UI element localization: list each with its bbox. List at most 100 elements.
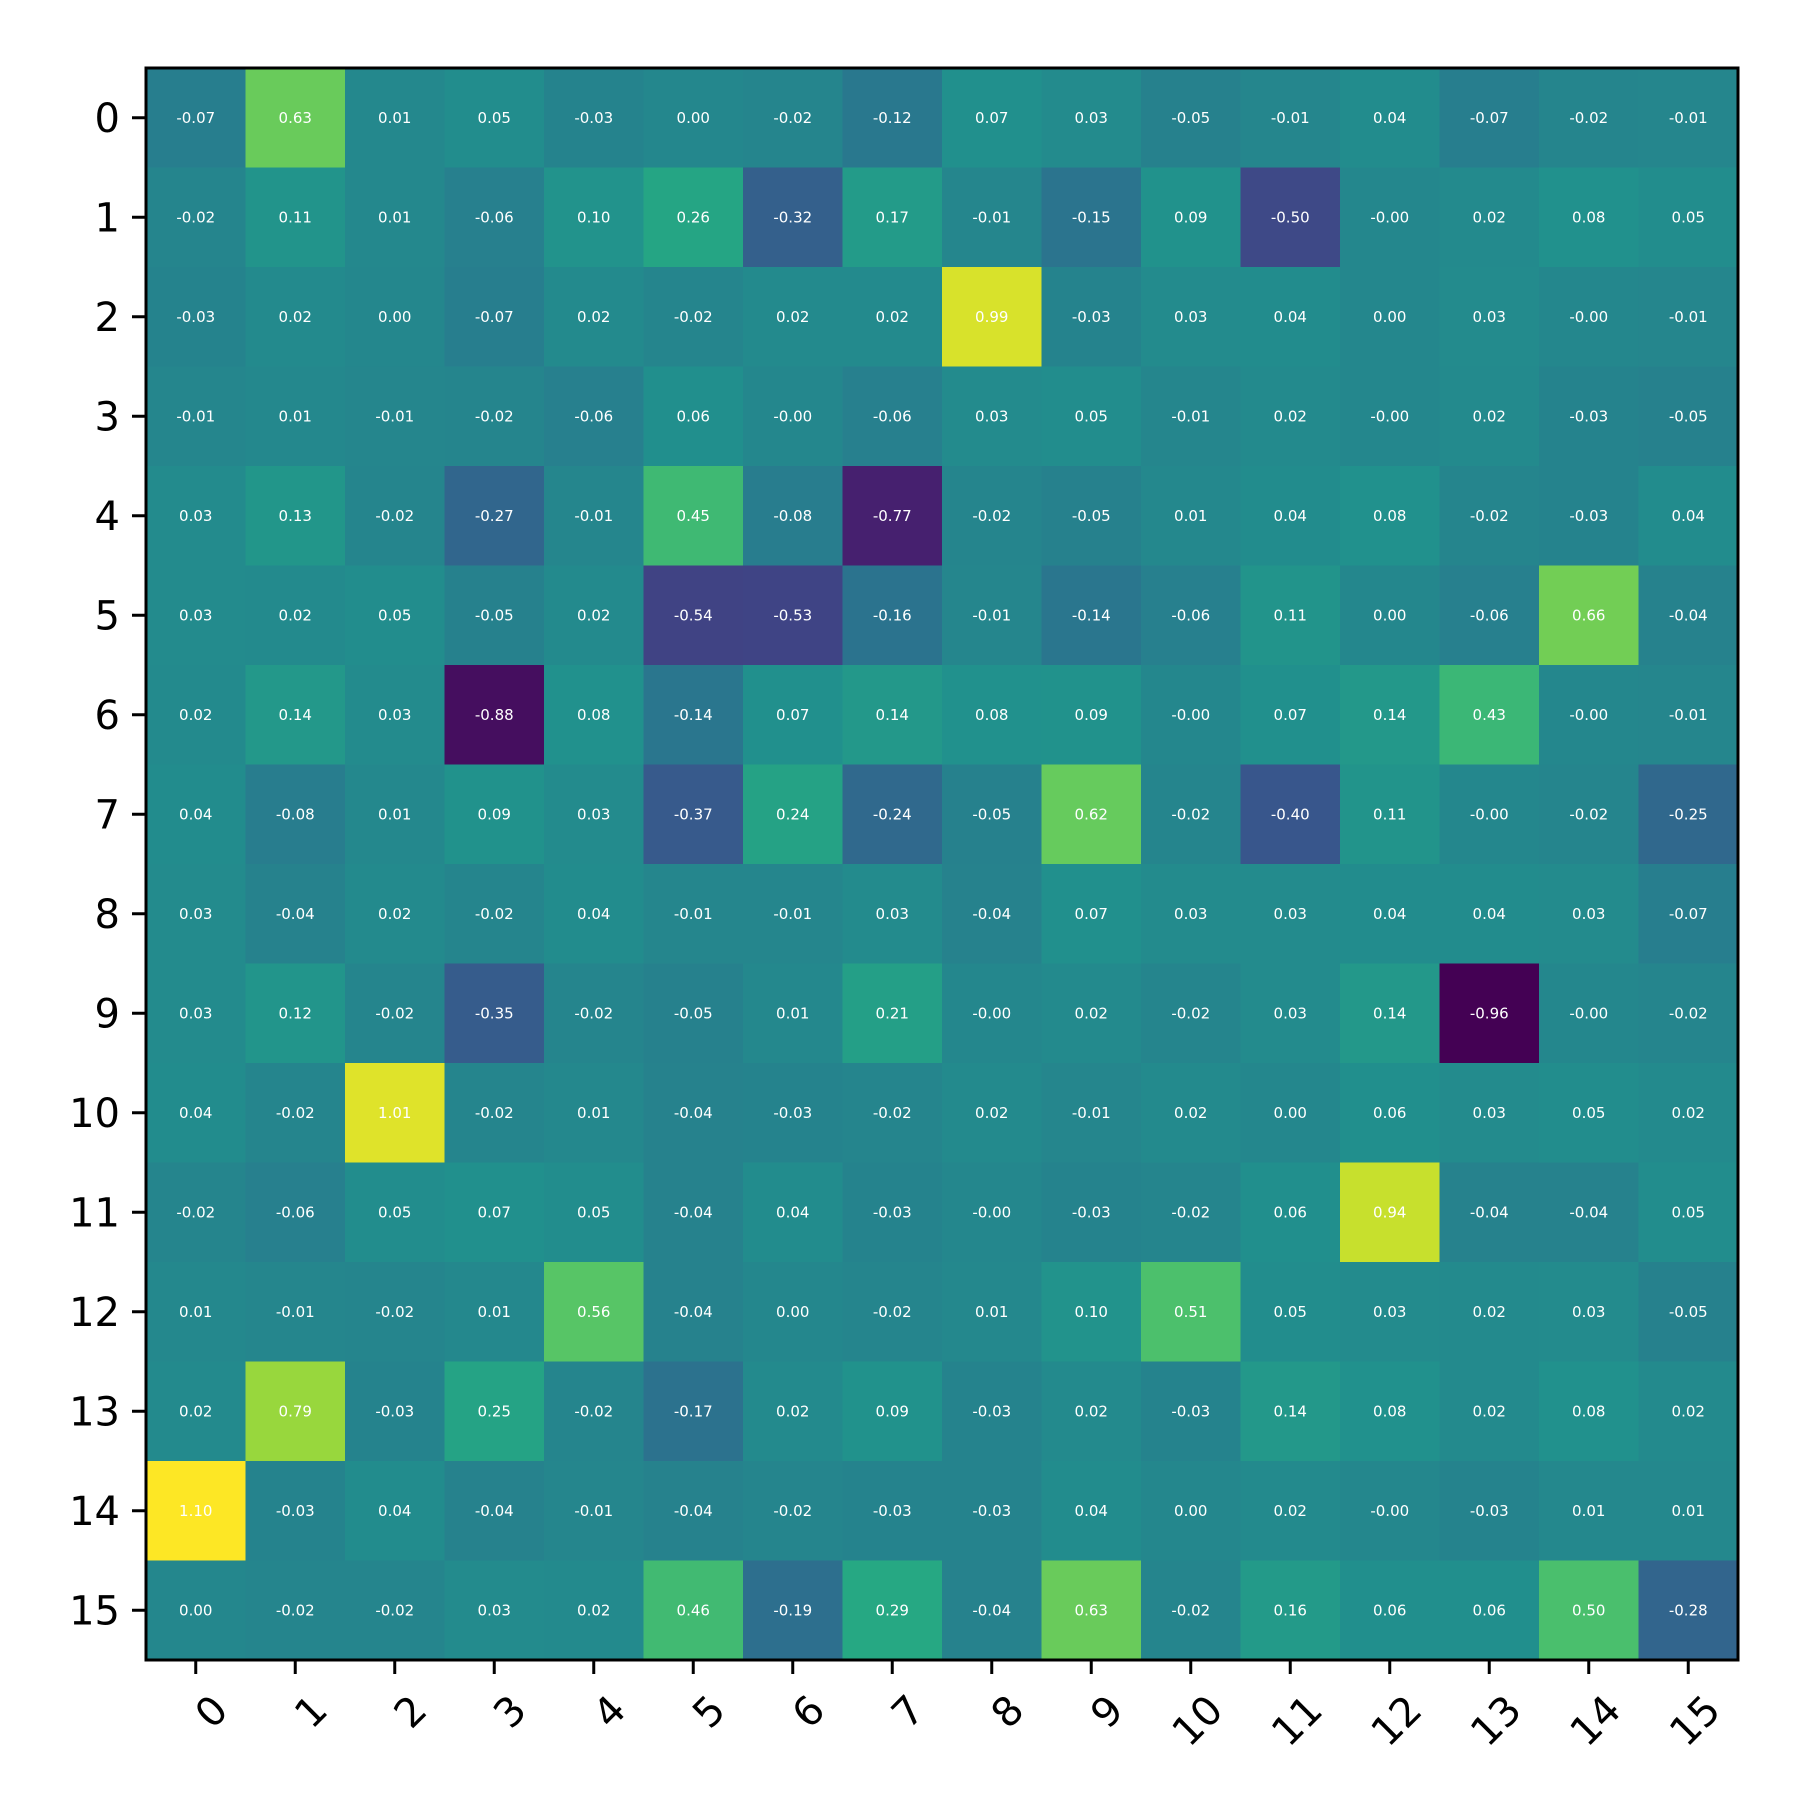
heatmap-cell-r3-c12 bbox=[1340, 366, 1441, 467]
cell-value-r8-c2: 0.02 bbox=[378, 905, 411, 923]
cell-value-r8-c10: 0.03 bbox=[1174, 905, 1207, 923]
heatmap-cell-r11-c15 bbox=[1638, 1162, 1739, 1263]
heatmap-cell-r14-c2 bbox=[345, 1461, 446, 1562]
heatmap-cell-r4-c12 bbox=[1340, 466, 1441, 567]
heatmap-cell-r11-c8 bbox=[942, 1162, 1043, 1263]
cell-value-r1-c11: -0.50 bbox=[1271, 208, 1310, 226]
cell-value-r3-c2: -0.01 bbox=[375, 407, 414, 425]
cell-value-r1-c5: 0.26 bbox=[677, 208, 710, 226]
heatmap-cell-r3-c3 bbox=[444, 366, 545, 467]
heatmap-cell-r9-c10 bbox=[1141, 963, 1242, 1064]
heatmap-cell-r7-c3 bbox=[444, 764, 545, 865]
cell-value-r9-c1: 0.12 bbox=[279, 1004, 312, 1022]
heatmap-cell-r8-c3 bbox=[444, 864, 545, 965]
heatmap-cell-r9-c4 bbox=[544, 963, 645, 1064]
heatmap-cells bbox=[146, 68, 1739, 1661]
heatmap-cell-r13-c10 bbox=[1141, 1361, 1242, 1462]
y-tick-label-12: 12 bbox=[69, 1290, 120, 1336]
heatmap-cell-r0-c8 bbox=[942, 68, 1043, 169]
cell-value-r8-c5: -0.01 bbox=[674, 905, 713, 923]
heatmap-cell-r3-c2 bbox=[345, 366, 446, 467]
heatmap-cell-r0-c11 bbox=[1240, 68, 1341, 169]
cell-value-r4-c13: -0.02 bbox=[1470, 507, 1509, 525]
heatmap-cell-r9-c1 bbox=[245, 963, 346, 1064]
heatmap-cell-r12-c7 bbox=[842, 1262, 943, 1363]
cell-value-r11-c3: 0.07 bbox=[478, 1203, 511, 1221]
heatmap-cell-r13-c4 bbox=[544, 1361, 645, 1462]
cell-value-r3-c4: -0.06 bbox=[574, 407, 613, 425]
heatmap-cell-r5-c13 bbox=[1439, 565, 1540, 666]
cell-value-r14-c7: -0.03 bbox=[873, 1502, 912, 1520]
heatmap-cell-r11-c6 bbox=[743, 1162, 844, 1263]
cell-value-r6-c8: 0.08 bbox=[975, 706, 1008, 724]
heatmap-cell-r11-c7 bbox=[842, 1162, 943, 1263]
heatmap-cell-r11-c10 bbox=[1141, 1162, 1242, 1263]
heatmap-cell-r1-c6 bbox=[743, 167, 844, 268]
cell-value-r0-c0: -0.07 bbox=[176, 109, 215, 127]
cell-value-r1-c1: 0.11 bbox=[279, 208, 312, 226]
heatmap-cell-r5-c0 bbox=[146, 565, 247, 666]
cell-value-r15-c2: -0.02 bbox=[375, 1601, 414, 1619]
cell-value-r10-c9: -0.01 bbox=[1072, 1104, 1111, 1122]
x-tick-label-14: 14 bbox=[1562, 1687, 1631, 1756]
heatmap-cell-r15-c14 bbox=[1539, 1560, 1640, 1661]
cell-value-r6-c5: -0.14 bbox=[674, 706, 713, 724]
heatmap-cell-r12-c14 bbox=[1539, 1262, 1640, 1363]
cell-value-r13-c4: -0.02 bbox=[574, 1402, 613, 1420]
cell-value-r4-c15: 0.04 bbox=[1672, 507, 1705, 525]
cell-value-r3-c0: -0.01 bbox=[176, 407, 215, 425]
cell-value-r2-c10: 0.03 bbox=[1174, 308, 1207, 326]
cell-value-r6-c10: -0.00 bbox=[1171, 706, 1210, 724]
cell-value-r2-c4: 0.02 bbox=[577, 308, 610, 326]
cell-value-r5-c1: 0.02 bbox=[279, 606, 312, 624]
heatmap-cell-r11-c3 bbox=[444, 1162, 545, 1263]
heatmap-cell-r2-c8 bbox=[942, 267, 1043, 368]
x-tick-label-5: 5 bbox=[684, 1687, 735, 1738]
cell-value-r0-c14: -0.02 bbox=[1569, 109, 1608, 127]
cell-value-r14-c0: 1.10 bbox=[179, 1502, 212, 1520]
heatmap-cell-r2-c11 bbox=[1240, 267, 1341, 368]
cell-value-r5-c12: 0.00 bbox=[1373, 606, 1406, 624]
cell-value-r6-c7: 0.14 bbox=[876, 706, 909, 724]
cell-value-r15-c15: -0.28 bbox=[1669, 1601, 1708, 1619]
cell-value-r8-c9: 0.07 bbox=[1075, 905, 1108, 923]
cell-value-r3-c11: 0.02 bbox=[1274, 407, 1307, 425]
heatmap-cell-r14-c13 bbox=[1439, 1461, 1540, 1562]
cell-value-r4-c4: -0.01 bbox=[574, 507, 613, 525]
heatmap-cell-r4-c15 bbox=[1638, 466, 1739, 567]
heatmap-cell-r3-c6 bbox=[743, 366, 844, 467]
heatmap-cell-r2-c4 bbox=[544, 267, 645, 368]
cell-value-r11-c0: -0.02 bbox=[176, 1203, 215, 1221]
cell-value-r11-c11: 0.06 bbox=[1274, 1203, 1307, 1221]
heatmap-cell-r14-c9 bbox=[1041, 1461, 1142, 1562]
heatmap-cell-r2-c13 bbox=[1439, 267, 1540, 368]
cell-value-r3-c1: 0.01 bbox=[279, 407, 312, 425]
cell-value-r1-c12: -0.00 bbox=[1370, 208, 1409, 226]
heatmap-cell-r6-c5 bbox=[643, 665, 744, 766]
cell-value-r5-c11: 0.11 bbox=[1274, 606, 1307, 624]
cell-value-r3-c8: 0.03 bbox=[975, 407, 1008, 425]
heatmap-cell-r9-c7 bbox=[842, 963, 943, 1064]
heatmap-cell-r5-c7 bbox=[842, 565, 943, 666]
heatmap-cell-r4-c4 bbox=[544, 466, 645, 567]
heatmap-cell-r2-c5 bbox=[643, 267, 744, 368]
cell-value-r5-c15: -0.04 bbox=[1669, 606, 1708, 624]
heatmap-cell-r3-c8 bbox=[942, 366, 1043, 467]
cell-value-r8-c3: -0.02 bbox=[475, 905, 514, 923]
x-tick-label-12: 12 bbox=[1363, 1687, 1432, 1756]
cell-value-r2-c15: -0.01 bbox=[1669, 308, 1708, 326]
cell-value-r1-c7: 0.17 bbox=[876, 208, 909, 226]
heatmap-cell-r4-c5 bbox=[643, 466, 744, 567]
cell-value-r6-c15: -0.01 bbox=[1669, 706, 1708, 724]
heatmap-cell-r0-c12 bbox=[1340, 68, 1441, 169]
cell-value-r8-c8: -0.04 bbox=[972, 905, 1011, 923]
heatmap-cell-r4-c6 bbox=[743, 466, 844, 567]
heatmap-cell-r2-c10 bbox=[1141, 267, 1242, 368]
cell-value-r10-c14: 0.05 bbox=[1572, 1104, 1605, 1122]
cell-value-r7-c3: 0.09 bbox=[478, 805, 511, 823]
cell-value-r0-c11: -0.01 bbox=[1271, 109, 1310, 127]
cell-value-r14-c4: -0.01 bbox=[574, 1502, 613, 1520]
cell-value-r5-c4: 0.02 bbox=[577, 606, 610, 624]
heatmap-cell-r6-c2 bbox=[345, 665, 446, 766]
heatmap-cell-r6-c9 bbox=[1041, 665, 1142, 766]
